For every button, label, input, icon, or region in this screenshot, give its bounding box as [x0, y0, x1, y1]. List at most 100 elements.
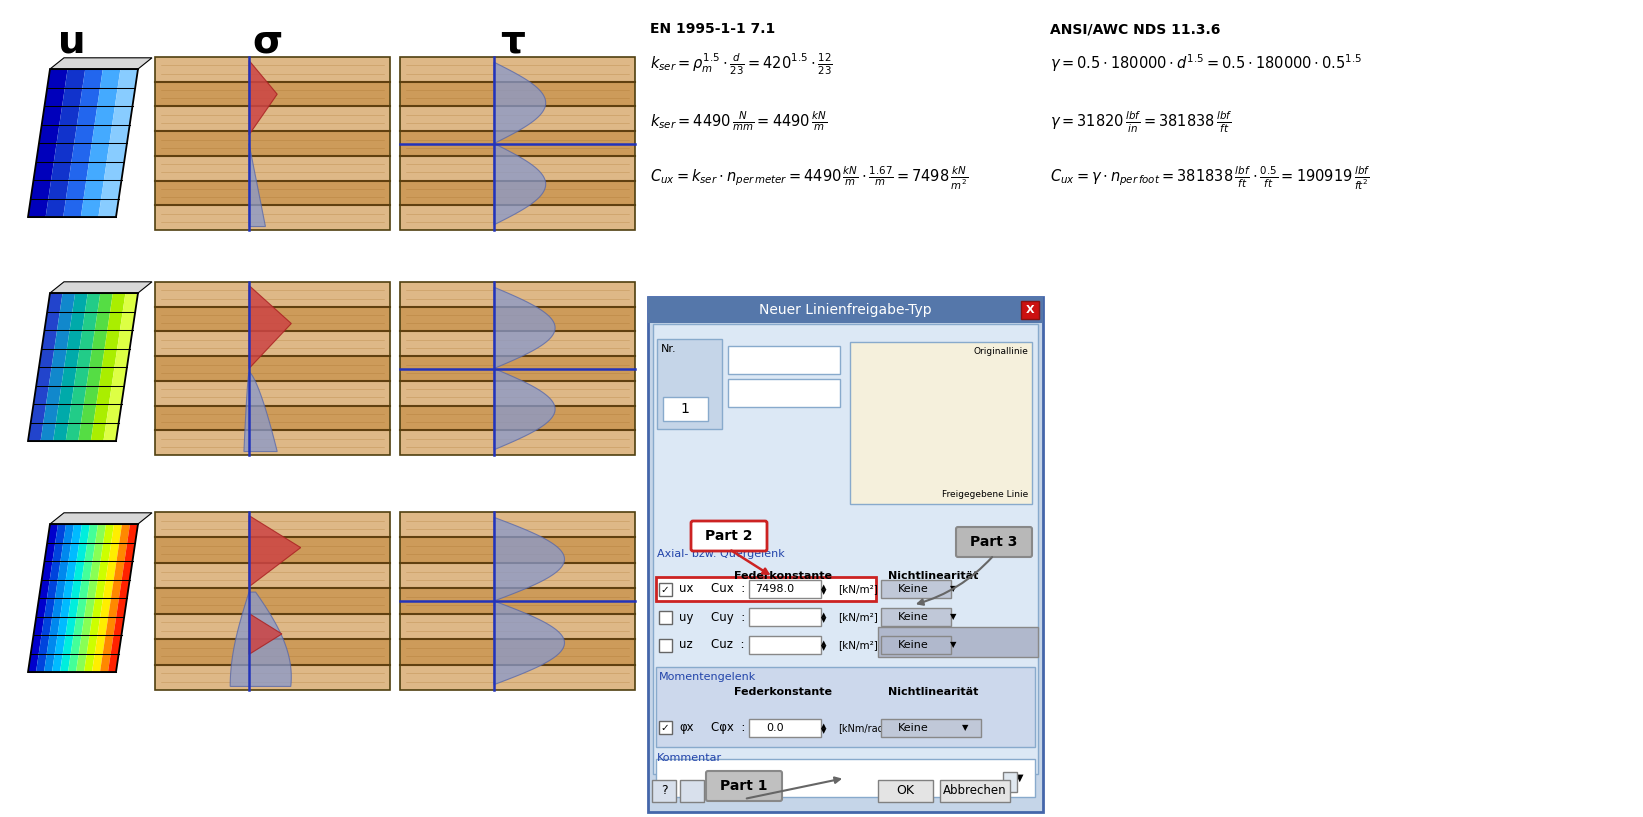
- Bar: [154, 306, 389, 332]
- Bar: [154, 512, 389, 690]
- Text: Axial- bzw. Quergelenk: Axial- bzw. Quergelenk: [657, 549, 785, 559]
- Bar: [659, 611, 672, 624]
- Bar: [399, 57, 634, 230]
- Text: ▼: ▼: [950, 584, 956, 593]
- Bar: [399, 205, 634, 230]
- Bar: [154, 639, 389, 664]
- Polygon shape: [99, 69, 138, 217]
- Bar: [881, 580, 951, 598]
- Bar: [154, 82, 389, 106]
- Bar: [399, 563, 634, 588]
- Text: $\gamma=0.5\cdot180000\cdot d^{1.5}=0.5\cdot180000\cdot0.5^{1.5}$: $\gamma=0.5\cdot180000\cdot d^{1.5}=0.5\…: [1050, 52, 1362, 74]
- Bar: [877, 627, 1038, 657]
- Bar: [877, 780, 933, 802]
- Polygon shape: [49, 282, 153, 293]
- Bar: [652, 780, 675, 802]
- Text: Nichtlinearität: Nichtlinearität: [887, 687, 978, 697]
- Polygon shape: [230, 592, 291, 686]
- Polygon shape: [495, 517, 565, 601]
- Text: Cuy  :: Cuy :: [711, 610, 746, 623]
- Text: 1: 1: [680, 402, 690, 416]
- Bar: [659, 583, 672, 596]
- Text: Nichtlinearität: Nichtlinearität: [887, 571, 978, 581]
- Bar: [881, 719, 981, 737]
- Bar: [154, 57, 389, 230]
- Bar: [154, 588, 389, 614]
- Bar: [399, 381, 634, 405]
- Bar: [154, 106, 389, 132]
- Bar: [399, 588, 634, 614]
- Polygon shape: [49, 58, 153, 69]
- Text: ▼: ▼: [950, 613, 956, 622]
- Text: ▲: ▲: [822, 640, 826, 646]
- Text: uy: uy: [679, 610, 693, 623]
- Bar: [154, 282, 389, 306]
- Bar: [399, 57, 634, 82]
- Bar: [647, 297, 1043, 323]
- Text: 0.0: 0.0: [766, 723, 784, 733]
- Polygon shape: [28, 293, 62, 441]
- Text: u: u: [58, 22, 85, 60]
- Polygon shape: [62, 69, 104, 217]
- FancyBboxPatch shape: [956, 527, 1032, 557]
- Text: EN 1995-1-1 7.1: EN 1995-1-1 7.1: [651, 22, 775, 36]
- Text: ▼: ▼: [950, 641, 956, 650]
- Text: ▼: ▼: [822, 589, 826, 595]
- Text: $k_{ser}=4490\,\frac{N}{mm}=4490\,\frac{kN}{m}$: $k_{ser}=4490\,\frac{N}{mm}=4490\,\frac{…: [651, 110, 826, 133]
- Polygon shape: [495, 288, 555, 368]
- Bar: [1020, 301, 1038, 319]
- Bar: [399, 282, 634, 455]
- Bar: [399, 512, 634, 538]
- Polygon shape: [44, 524, 74, 672]
- Polygon shape: [495, 601, 565, 685]
- Bar: [154, 181, 389, 205]
- Polygon shape: [66, 293, 100, 441]
- Bar: [659, 639, 672, 652]
- Text: φx: φx: [679, 721, 693, 734]
- Text: Part 3: Part 3: [971, 535, 1017, 549]
- Text: ▼: ▼: [822, 617, 826, 623]
- Bar: [657, 339, 721, 429]
- Bar: [652, 324, 1038, 774]
- Text: ▼: ▼: [822, 728, 826, 734]
- Polygon shape: [495, 368, 555, 450]
- Bar: [154, 512, 389, 538]
- Bar: [399, 306, 634, 332]
- Bar: [154, 132, 389, 156]
- Bar: [154, 431, 389, 455]
- Bar: [399, 332, 634, 356]
- Text: Keine: Keine: [897, 723, 928, 733]
- Bar: [749, 636, 822, 654]
- Bar: [399, 538, 634, 563]
- Text: Momentengelenk: Momentengelenk: [659, 672, 756, 682]
- FancyBboxPatch shape: [692, 521, 767, 551]
- Bar: [399, 282, 634, 306]
- Text: Freigegebene Linie: Freigegebene Linie: [941, 490, 1029, 499]
- Text: 7498.0: 7498.0: [756, 584, 795, 594]
- Text: Keine: Keine: [897, 612, 928, 622]
- Bar: [154, 614, 389, 639]
- Bar: [849, 342, 1032, 504]
- Polygon shape: [250, 516, 301, 587]
- Text: ▲: ▲: [822, 584, 826, 590]
- Bar: [749, 719, 822, 737]
- Bar: [154, 405, 389, 431]
- Bar: [881, 608, 951, 626]
- Bar: [154, 356, 389, 381]
- Bar: [399, 614, 634, 639]
- Text: σ: σ: [253, 22, 283, 60]
- Text: $C_{ux}=k_{ser}\cdot n_{per\,meter}=4490\,\frac{kN}{m}\cdot\frac{1.67}{m}=7498\,: $C_{ux}=k_{ser}\cdot n_{per\,meter}=4490…: [651, 165, 968, 192]
- Bar: [399, 106, 634, 132]
- Bar: [664, 397, 708, 421]
- Text: ▼: ▼: [822, 645, 826, 651]
- Text: X: X: [1025, 305, 1035, 315]
- Text: Originallinie: Originallinie: [973, 347, 1029, 356]
- Polygon shape: [28, 524, 58, 672]
- Text: ▼: ▼: [961, 724, 968, 733]
- Bar: [881, 636, 951, 654]
- Text: Keine: Keine: [897, 584, 928, 594]
- Polygon shape: [108, 524, 138, 672]
- Text: Cuz  :: Cuz :: [711, 639, 744, 651]
- Text: [kN/m²]: [kN/m²]: [838, 584, 877, 594]
- Polygon shape: [90, 293, 125, 441]
